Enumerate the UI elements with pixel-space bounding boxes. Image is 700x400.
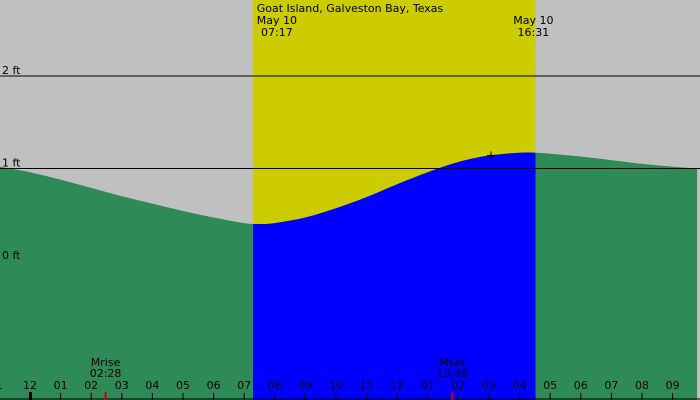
y-tick-label: 0 ft xyxy=(2,249,21,262)
x-tick-label: 12 xyxy=(390,379,404,392)
sunset-date: May 10 xyxy=(513,14,553,27)
chart-title: Goat Island, Galveston Bay, Texas xyxy=(257,2,444,15)
x-tick-label: 08 xyxy=(635,379,649,392)
x-tick-label: 01 xyxy=(54,379,68,392)
x-tick-label: 01 xyxy=(421,379,435,392)
x-tick-labels: 1 12 01 02 03 04 05 06 07 08 09 10 11 12 01 02 03 04 05 06 0… xyxy=(0,379,680,400)
sunrise-date: May 10 xyxy=(257,14,297,27)
x-tick-label: 08 xyxy=(268,379,282,392)
x-tick-label: 06 xyxy=(207,379,221,392)
x-tick-label: 04 xyxy=(513,379,527,392)
high-tide-marker xyxy=(487,151,495,160)
x-tick-label: 03 xyxy=(115,379,129,392)
event-time: 13:48 xyxy=(436,367,468,380)
event-name: Mset xyxy=(439,356,466,369)
event-name: Mrise xyxy=(91,356,121,369)
sunrise-time: 07:17 xyxy=(261,26,293,39)
x-tick-label: 07 xyxy=(604,379,618,392)
x-tick-label: 12 xyxy=(23,379,37,392)
x-tick-label: 05 xyxy=(543,379,557,392)
x-tick-label: 09 xyxy=(666,379,680,392)
x-tick-label: 10 xyxy=(329,379,343,392)
x-tick-label: 11 xyxy=(360,379,374,392)
sunset-time: 16:31 xyxy=(518,26,550,39)
midnight-marker xyxy=(29,392,32,400)
y-gridlines: 2 ft 1 ft 0 ft xyxy=(0,64,700,262)
x-tick-label: 09 xyxy=(298,379,312,392)
tide-area-highlight xyxy=(253,152,536,400)
y-tick-label: 2 ft xyxy=(2,64,21,77)
x-tick-label: 02 xyxy=(451,379,465,392)
x-tick-label: 06 xyxy=(574,379,588,392)
x-tick-label: 04 xyxy=(145,379,159,392)
x-tick-label: 1 xyxy=(0,379,3,392)
y-tick-label: 1 ft xyxy=(2,157,21,170)
x-tick-label: 02 xyxy=(84,379,98,392)
x-tick-label: 05 xyxy=(176,379,190,392)
x-tick-label: 03 xyxy=(482,379,496,392)
x-tick-label: 07 xyxy=(237,379,251,392)
event-time: 02:28 xyxy=(90,367,122,380)
